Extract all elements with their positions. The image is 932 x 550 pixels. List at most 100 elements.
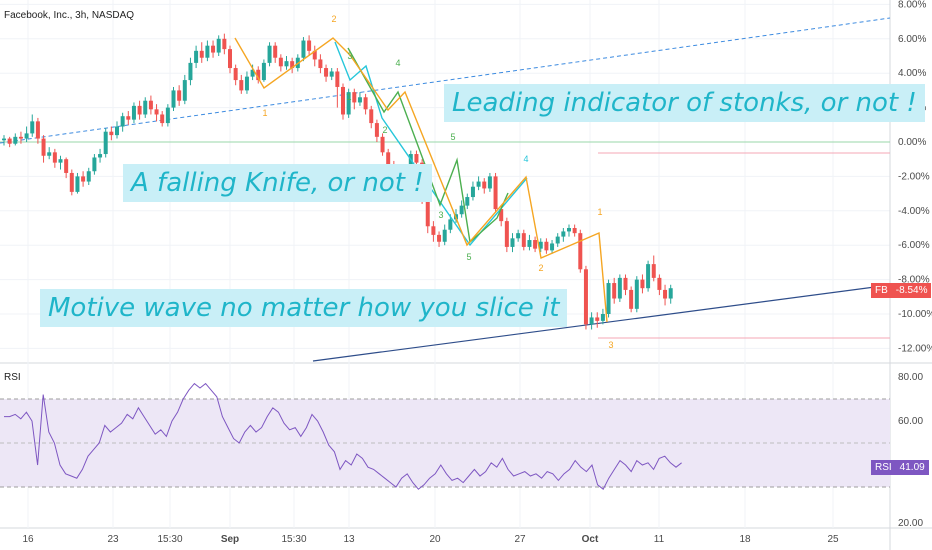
rsi-pane [0, 382, 890, 490]
candle-body [329, 71, 334, 77]
price-tag-value: -8.54% [891, 283, 932, 298]
candle-body [324, 68, 329, 77]
candle-body [64, 159, 69, 173]
candle-body [538, 241, 543, 249]
wave-label: 1 [262, 108, 267, 118]
time-axis-label: 15:30 [157, 534, 182, 545]
time-axis-label: 15:30 [281, 534, 306, 545]
price-tag-symbol: FB [871, 283, 892, 298]
candle-body [555, 236, 560, 244]
candle-body [154, 109, 159, 115]
candle-body [165, 107, 170, 124]
candle-body [267, 45, 272, 63]
candle-body [148, 100, 153, 110]
candle-body [363, 97, 368, 110]
candle-body [131, 105, 136, 120]
candle-body [301, 40, 306, 58]
candle-body [92, 157, 97, 172]
candle-body [52, 152, 57, 163]
candle-body [188, 62, 193, 81]
price-axis-label: -4.00% [898, 206, 930, 217]
candle-body [470, 186, 475, 198]
rsi-axis-label: 60.00 [898, 416, 923, 427]
rsi-tag: RSI 41.09 [871, 460, 929, 475]
annotation-leading-indicator: Leading indicator of stonks, or not ! [444, 84, 925, 122]
candle-body [7, 138, 12, 144]
candle-body [386, 152, 391, 165]
candle-body [75, 176, 80, 192]
annotation-motive-wave: Motive wave no matter how you slice it [40, 289, 568, 327]
time-axis-label: 23 [107, 534, 119, 545]
price-axis-label: 8.00% [898, 0, 926, 10]
candle-body [278, 57, 283, 67]
candle-body [335, 71, 340, 87]
candle-body [86, 171, 91, 182]
time-axis-label: 11 [654, 534, 665, 545]
candle-body [600, 314, 605, 321]
candle-body [578, 233, 583, 270]
rsi-line [4, 382, 682, 490]
candle-body [177, 90, 182, 101]
candle-body [437, 234, 442, 242]
candle-body [194, 50, 199, 63]
wave-label: 5 [466, 252, 471, 262]
rsi-tag-value: 41.09 [895, 460, 929, 475]
candle-body [465, 197, 470, 206]
wave-label: 1 [346, 92, 351, 102]
price-axis-label: -2.00% [898, 171, 930, 182]
candle-body [527, 240, 532, 247]
wave-label: 1 [597, 207, 602, 217]
candle-body [261, 62, 266, 81]
wave-label: 5 [450, 132, 455, 142]
candle-body [617, 277, 622, 299]
candle-body [352, 92, 357, 103]
time-axis-label: 25 [827, 534, 839, 545]
candle-body [35, 121, 40, 139]
candle-body [160, 114, 165, 124]
rsi-axis-label: 80.00 [898, 372, 923, 383]
candle-body [41, 138, 46, 156]
dashed-trendline [0, 17, 891, 144]
candle-body [442, 229, 447, 242]
candle-body [487, 176, 492, 189]
candle-body [199, 50, 204, 58]
candle-body [521, 233, 526, 247]
candle-body [233, 68, 238, 81]
wave-label: 4 [523, 154, 528, 164]
wave-line-orange [234, 37, 608, 323]
candle-body [256, 69, 261, 81]
candle-body [510, 238, 515, 247]
candle-body [58, 159, 63, 163]
time-axis-label: 27 [514, 534, 526, 545]
symbol-title: Facebook, Inc., 3h, NASDAQ [4, 10, 135, 21]
candle-body [182, 80, 187, 101]
candle-body [623, 277, 628, 290]
candle-body [369, 109, 374, 124]
wave-label: 3 [438, 210, 443, 220]
candle-body [13, 136, 18, 144]
candle-body [126, 116, 131, 120]
time-axis-label: 13 [343, 534, 355, 545]
candle-body [239, 80, 244, 91]
candle-body [273, 45, 278, 58]
candle-body [250, 69, 255, 77]
candle-body [81, 176, 86, 182]
candle-body [120, 116, 125, 127]
candle-body [307, 40, 312, 51]
rsi-title: RSI [4, 372, 21, 383]
candle-body [425, 200, 430, 227]
annotation-falling-knife: A falling Knife, or not ! [123, 164, 432, 202]
candle-body [629, 289, 634, 309]
price-axis-label: 0.00% [898, 137, 926, 148]
rsi-tag-label: RSI [871, 460, 896, 475]
candle-body [357, 97, 362, 103]
candle-body [290, 61, 295, 69]
candle-body [595, 317, 600, 321]
candle-body [222, 38, 227, 50]
candle-body [47, 152, 52, 156]
candle-body [544, 241, 549, 251]
candle-body [516, 233, 521, 239]
candle-body [374, 123, 379, 137]
price-axis-label: -8.00% [898, 275, 930, 286]
candle-body [380, 136, 385, 153]
